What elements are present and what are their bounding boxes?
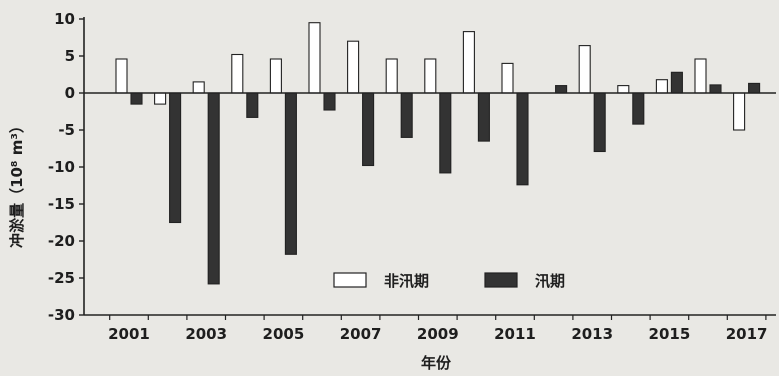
y-tick-label: 5 (65, 47, 75, 65)
bar-non-flood-2007 (347, 40, 360, 94)
y-tick-label: -15 (48, 195, 75, 213)
legend-label-non-flood: 非汛期 (384, 272, 429, 290)
bar-non-flood-2008 (385, 58, 398, 94)
bar-flood-2012 (555, 85, 568, 94)
bar-flood-2017 (748, 82, 761, 94)
x-tick-label: 2011 (494, 325, 536, 343)
y-tick-label: -30 (48, 306, 75, 324)
x-tick-label: 2001 (108, 325, 150, 343)
bar-flood-2007 (362, 92, 375, 167)
bar-flood-2015 (670, 71, 683, 94)
bar-flood-2011 (516, 92, 529, 186)
ticks-group: 10 5 0 -5 -10 -15 -20 -25 -30 2001 2003 2005 2007 200… (48, 10, 768, 343)
bar-flood-2010 (477, 92, 490, 142)
x-tick-label: 2005 (263, 325, 305, 343)
bar-flood-2002 (169, 92, 182, 224)
bar-non-flood-2004 (231, 53, 244, 94)
bar-flood-2016 (709, 84, 722, 94)
bar-flood-2009 (439, 92, 452, 174)
bar-non-flood-2006 (308, 22, 321, 94)
x-tick-label: 2017 (726, 325, 768, 343)
x-tick-label: 2003 (185, 325, 227, 343)
bar-non-flood-2011 (501, 62, 514, 94)
x-axis-title: 年份 (421, 354, 452, 372)
y-tick-label: -10 (48, 158, 75, 176)
y-tick-label: -5 (58, 121, 75, 139)
y-tick-label: 0 (65, 84, 75, 102)
bar-non-flood-2001 (115, 58, 128, 94)
legend: 非汛期 汛期 (333, 272, 565, 290)
bar-non-flood-2016 (694, 58, 707, 94)
bar-flood-2008 (400, 92, 413, 138)
x-tick-label: 2013 (571, 325, 613, 343)
y-tick-label: -25 (48, 269, 75, 287)
legend-label-flood: 汛期 (535, 272, 565, 290)
bar-non-flood-2014 (617, 85, 630, 94)
bar-non-flood-2010 (462, 31, 475, 94)
bar-flood-2006 (323, 92, 336, 111)
bar-non-flood-2009 (424, 58, 437, 94)
bar-flood-2003 (207, 92, 220, 285)
bar-non-flood-2003 (192, 81, 205, 94)
bars-group (115, 22, 761, 285)
legend-swatch-flood (484, 272, 518, 288)
bar-non-flood-2013 (578, 45, 591, 94)
bar-flood-2001 (130, 92, 143, 105)
bar-non-flood-2002 (154, 92, 167, 105)
x-tick-label: 2007 (340, 325, 382, 343)
bar-flood-2005 (284, 92, 297, 255)
axes-group (83, 17, 776, 316)
bar-non-flood-2015 (655, 79, 668, 94)
bar-non-flood-2017 (733, 92, 746, 131)
legend-swatch-non-flood (333, 272, 367, 288)
bar-flood-2004 (246, 92, 259, 118)
x-tick-label: 2009 (417, 325, 459, 343)
y-tick-label: -20 (48, 232, 75, 250)
bar-non-flood-2005 (269, 58, 282, 94)
y-tick-label: 10 (54, 10, 75, 28)
x-tick-label: 2015 (649, 325, 691, 343)
y-axis-title: 冲淤量（10⁸ m³） (8, 118, 26, 248)
bar-flood-2013 (593, 92, 606, 153)
bar-flood-2014 (632, 92, 645, 125)
